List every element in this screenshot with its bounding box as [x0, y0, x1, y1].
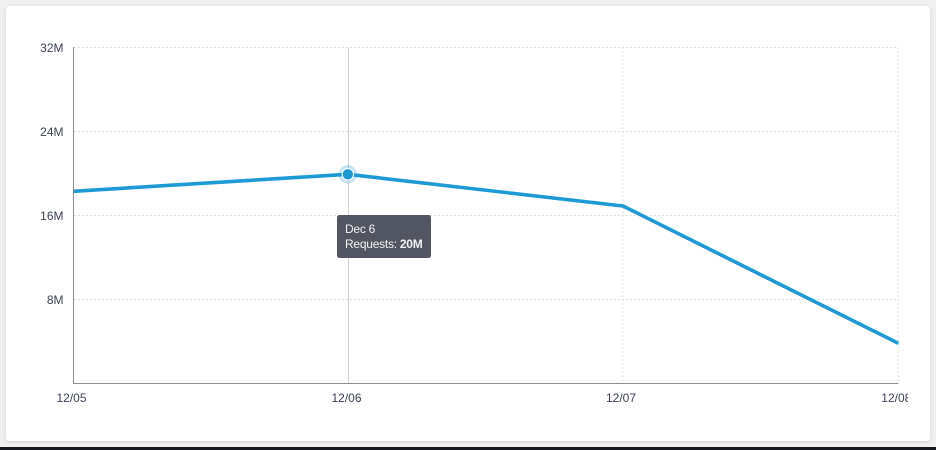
- svg-text:32M: 32M: [40, 41, 63, 55]
- svg-text:12/08: 12/08: [881, 391, 908, 405]
- svg-text:12/07: 12/07: [606, 391, 636, 405]
- svg-text:12/05: 12/05: [56, 391, 86, 405]
- svg-text:Dec 6: Dec 6: [345, 222, 376, 236]
- svg-text:24M: 24M: [40, 125, 63, 139]
- svg-text:8M: 8M: [47, 293, 64, 307]
- svg-text:16M: 16M: [40, 209, 63, 223]
- svg-text:12/06: 12/06: [331, 391, 361, 405]
- svg-text:Requests: 20M: Requests: 20M: [345, 237, 423, 251]
